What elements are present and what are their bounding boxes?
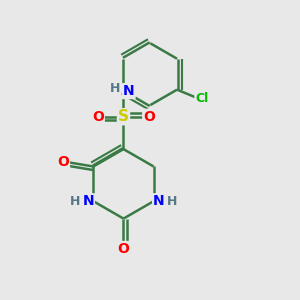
Text: H: H (167, 195, 177, 208)
Text: O: O (143, 110, 155, 124)
Text: Cl: Cl (196, 92, 209, 105)
Text: H: H (70, 195, 80, 208)
Text: N: N (153, 194, 165, 208)
Text: N: N (123, 84, 135, 98)
Text: O: O (118, 242, 129, 256)
Text: O: O (92, 110, 104, 124)
Text: H: H (110, 82, 120, 95)
Text: N: N (82, 194, 94, 208)
Text: S: S (118, 109, 129, 124)
Text: O: O (57, 155, 69, 169)
